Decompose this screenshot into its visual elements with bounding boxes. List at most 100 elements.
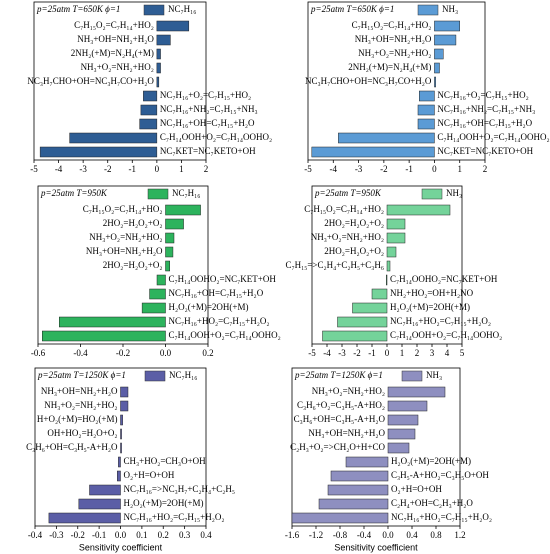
legend-label: NC₇H₁₆ bbox=[168, 4, 196, 14]
x-tick-label: -2 bbox=[380, 164, 388, 174]
bar bbox=[327, 484, 389, 496]
bar bbox=[39, 146, 158, 158]
legend-label: NC₇H₁₆ bbox=[172, 188, 200, 198]
bar-label: NC₇H₁₆+OH=C₇H₁₅+H₂O bbox=[437, 118, 532, 128]
x-tick-label: 0 bbox=[155, 164, 160, 174]
bar-label: 2HO₂=H₂O₂+O₂ bbox=[103, 218, 163, 228]
bar bbox=[156, 274, 166, 286]
x-tick-label: -1 bbox=[368, 348, 376, 358]
bar-label: CH₃+HO₂=CH₃O+OH bbox=[124, 456, 207, 466]
bar bbox=[345, 456, 389, 468]
bar-label: O₂+H=O+OH bbox=[124, 470, 175, 480]
panel-title: p=25atm T=650K ϕ=1 bbox=[310, 4, 394, 14]
x-tick-label: 0.2 bbox=[158, 530, 169, 540]
bar bbox=[156, 62, 161, 74]
x-tick-label: -0.1 bbox=[92, 530, 106, 540]
bar bbox=[434, 48, 444, 60]
x-tick-label: 0 bbox=[385, 348, 390, 358]
bar-label: 2HO₂=H₂O₂+O₂ bbox=[324, 218, 384, 228]
x-tick-label: 2 bbox=[415, 348, 420, 358]
bar-label: C₃H₆+OH=C₃H₅-A+H₂O bbox=[294, 414, 386, 424]
bar-label: NC₇H₁₆=>NC₃H₇+C₂H₄+C₂H₅ bbox=[124, 484, 236, 494]
x-axis-label: Sensitivity coefficient bbox=[334, 542, 418, 552]
bar bbox=[156, 34, 171, 46]
bar bbox=[387, 386, 446, 398]
x-tick-label: -0.2 bbox=[116, 348, 130, 358]
bar-label: C₇H₁₅O₂=C₇H₁₄+HO₂ bbox=[352, 20, 432, 30]
bar-label: H₂O₂(+M)=2OH(+M) bbox=[169, 302, 249, 312]
plot-frame bbox=[33, 1, 207, 161]
bar bbox=[337, 316, 388, 328]
bar-label: C₇H₁₅O₂=C₇H₁₄+HO₂ bbox=[83, 204, 163, 214]
bar-label: 2NH₂(+M)=N₂H₄(+M) bbox=[71, 48, 154, 58]
bar-label: NC₇H₁₆+NH₂=C₇H₁₅+NH₃ bbox=[437, 104, 535, 114]
bar bbox=[143, 90, 158, 102]
x-tick-label: 1.2 bbox=[454, 530, 465, 540]
bar bbox=[417, 104, 435, 116]
x-tick-label: 0.4 bbox=[406, 530, 418, 540]
bar-label: NH₃+OH=NH₂+H₂O bbox=[355, 34, 432, 44]
x-tick-label: -3 bbox=[355, 164, 363, 174]
bar bbox=[156, 20, 190, 32]
bar bbox=[120, 386, 129, 398]
panel-title: p=25atm T=1250K ϕ=1 bbox=[37, 370, 126, 380]
bar bbox=[387, 414, 419, 426]
panel-title: p=25atm T=650K ϕ=1 bbox=[36, 4, 120, 14]
x-tick-label: -4 bbox=[55, 164, 63, 174]
bar bbox=[352, 302, 388, 314]
bar bbox=[141, 302, 166, 314]
bar-label: NC₇H₁₆+OH=C₇H₁₅+H₂O bbox=[160, 118, 255, 128]
bar bbox=[140, 104, 158, 116]
bar bbox=[386, 204, 451, 216]
legend-label: NH₃ bbox=[442, 4, 458, 14]
bar bbox=[118, 456, 121, 468]
bar-label: C₇H₁₅O₂=C₇H₁₄+HO₂ bbox=[74, 20, 154, 30]
bar bbox=[386, 274, 388, 286]
bar-label: NH₃+O₂=NH₂+HO₂ bbox=[311, 232, 384, 242]
x-tick-label: 4 bbox=[445, 348, 450, 358]
x-tick-label: -0.8 bbox=[333, 530, 348, 540]
bar bbox=[165, 218, 184, 230]
bar bbox=[291, 512, 389, 524]
bar bbox=[318, 498, 389, 510]
bar-label: NC₇H₁₆+HO₂=C₇H₁₅+H₂O₂ bbox=[124, 512, 225, 522]
bar-label: O₂+H=O+OH bbox=[391, 484, 442, 494]
x-tick-label: 2 bbox=[483, 164, 488, 174]
bar-label: C₂H₃+O₂=>CH₂O+H+CO bbox=[290, 442, 385, 452]
x-tick-label: -0.6 bbox=[31, 348, 46, 358]
x-tick-label: -2 bbox=[104, 164, 112, 174]
bar-label: C₇H₁₄OOHO₂=NC₇KET+OH bbox=[169, 274, 277, 284]
panel-title: p=25atm T=950K bbox=[314, 188, 382, 198]
bar-label: C₃H₆+O₂=C₃H₅-A+HO₂ bbox=[297, 400, 385, 410]
bar bbox=[156, 48, 161, 60]
x-tick-label: -0.2 bbox=[71, 530, 85, 540]
bar-label: C₇H₁₄OOH+O₂=C₇H₁₄OOHO₂ bbox=[437, 132, 549, 142]
bar-label: NH₃+O₂=NH₂+HO₂ bbox=[44, 400, 117, 410]
bar bbox=[386, 218, 406, 230]
bar bbox=[417, 118, 435, 130]
bar-label: OH+HO₂=H₂O+O₂ bbox=[47, 428, 117, 438]
bar-label: C₃H₅-A+HO₂=C₃H₅O+OH bbox=[391, 470, 489, 480]
bar-label: C₇H₁₄OOHO₂=NC₇KET+OH bbox=[390, 274, 498, 284]
bar-label: NC₇H₁₆+O₂=C₇H₁₅+HO₂ bbox=[160, 90, 251, 100]
bar-label: H₂O₂(+M)=2OH(+M) bbox=[391, 456, 471, 466]
bar bbox=[387, 442, 410, 454]
x-tick-label: -4 bbox=[330, 164, 338, 174]
bar-label: C₇H₁₄OOH+O₂=C₇H₁₄OOHO₂ bbox=[390, 330, 502, 340]
bar bbox=[48, 512, 121, 524]
bar bbox=[149, 288, 166, 300]
bar-label: H₂O₂(+M)=2OH(+M) bbox=[390, 302, 470, 312]
bar bbox=[89, 484, 121, 496]
bar-label: C₇H₁₅O₂=C₇H₁₄+HO₂ bbox=[304, 204, 384, 214]
bar bbox=[386, 246, 397, 258]
bar-label: NC₇H₁₆+HO₂=C₇H₁₅+H₂O₂ bbox=[391, 512, 492, 522]
x-tick-label: 5 bbox=[460, 348, 465, 358]
bar bbox=[434, 20, 460, 32]
bar-label: NC₇H₁₆+HO₂=C₇H₁₅+H₂O₂ bbox=[169, 316, 270, 326]
bar bbox=[69, 132, 158, 144]
bar bbox=[165, 204, 201, 216]
bar bbox=[165, 232, 175, 244]
x-tick-label: -5 bbox=[308, 348, 316, 358]
bar-label: NH₃+O₂=NH₂+HO₂ bbox=[89, 232, 162, 242]
bar bbox=[117, 470, 121, 482]
